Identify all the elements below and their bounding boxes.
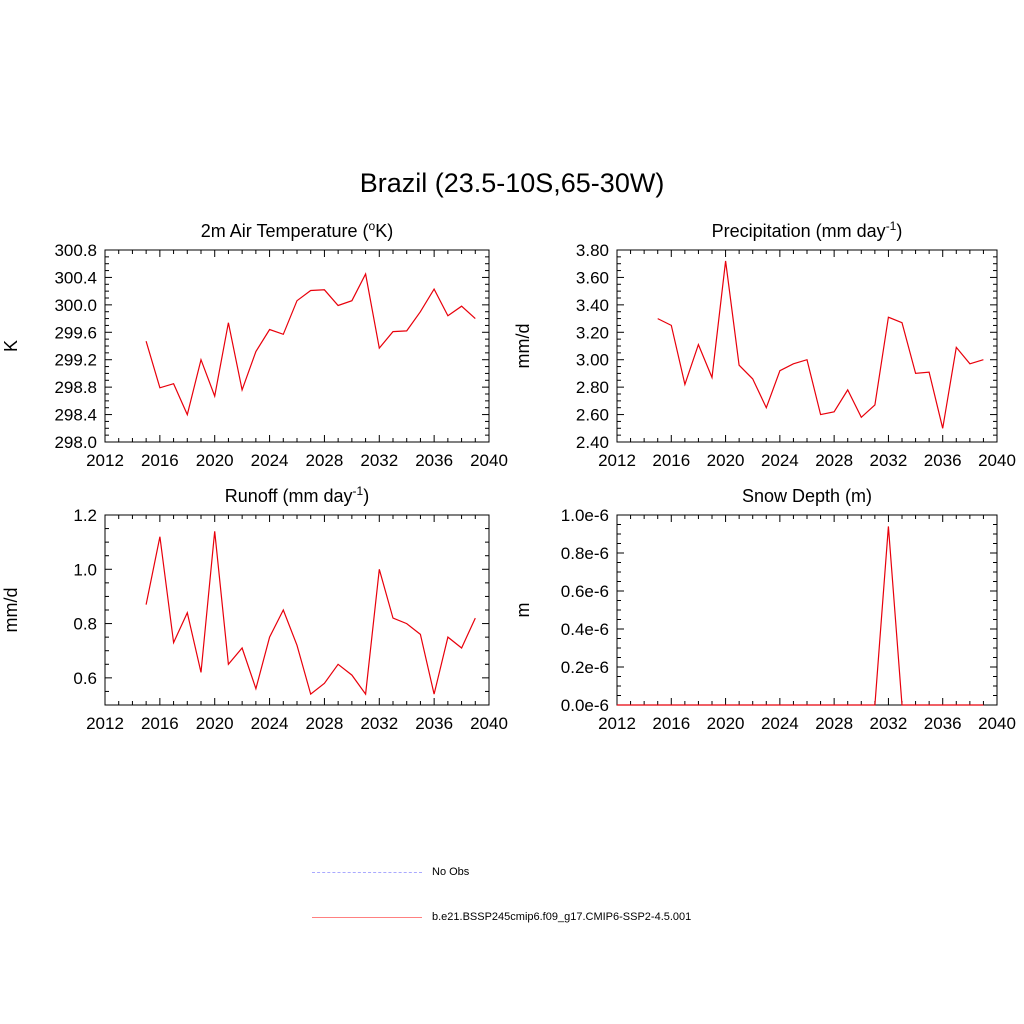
x-tick-label: 2024 bbox=[761, 451, 799, 470]
x-tick-label: 2028 bbox=[815, 714, 853, 733]
x-tick-label: 2040 bbox=[978, 451, 1016, 470]
legend-item-no-obs: No Obs bbox=[312, 866, 469, 878]
y-tick-label: 300.4 bbox=[54, 268, 97, 287]
y-tick-label: 0.6e-6 bbox=[561, 582, 609, 601]
x-tick-label: 2032 bbox=[870, 714, 908, 733]
series-line bbox=[657, 526, 984, 706]
y-tick-label: 3.00 bbox=[576, 351, 609, 370]
y-tick-label: 3.80 bbox=[576, 241, 609, 260]
x-tick-label: 2040 bbox=[470, 451, 508, 470]
y-tick-label: 3.20 bbox=[576, 323, 609, 342]
chart-panel-2: 2012 2016 2020 2024 2028 2032 2036 2040 2.40 2.60… bbox=[513, 219, 1016, 470]
chart-panel-3: 2012 2016 2020 2024 2028 2032 2036 2040 0.6 0.8 1.… bbox=[1, 484, 508, 733]
plot-frame bbox=[104, 514, 490, 706]
x-tick-label: 2020 bbox=[196, 451, 234, 470]
x-tick-label: 2020 bbox=[196, 714, 234, 733]
x-tick-label: 2032 bbox=[360, 451, 398, 470]
panel-title: 2m Air Temperature (oK) bbox=[201, 219, 393, 241]
x-tick-label: 2040 bbox=[978, 714, 1016, 733]
x-tick-label: 2036 bbox=[415, 714, 453, 733]
y-tick-label: 298.0 bbox=[54, 433, 97, 452]
figure-title: Brazil (23.5-10S,65-30W) bbox=[359, 168, 665, 198]
series-line bbox=[657, 260, 984, 429]
x-tick-label: 2036 bbox=[415, 451, 453, 470]
y-tick-label: 1.0e-6 bbox=[561, 506, 609, 525]
x-tick-label: 2028 bbox=[815, 451, 853, 470]
x-tick-label: 2016 bbox=[141, 714, 179, 733]
y-tick-label: 300.8 bbox=[54, 241, 97, 260]
x-tick-label: 2036 bbox=[924, 451, 962, 470]
x-tick-label: 2020 bbox=[707, 714, 745, 733]
legend-solid-swatch bbox=[312, 916, 422, 918]
legend-label-model-run: b.e21.BSSP245cmip6.f09_g17.CMIP6-SSP2-4.… bbox=[432, 911, 692, 923]
panel-title: Snow Depth (m) bbox=[742, 486, 872, 506]
y-axis-label: m bbox=[513, 603, 533, 618]
legend-dashed-swatch bbox=[312, 871, 422, 873]
x-tick-label: 2032 bbox=[360, 714, 398, 733]
y-tick-label: 0.6 bbox=[73, 669, 97, 688]
x-tick-label: 2016 bbox=[141, 451, 179, 470]
x-tick-label: 2012 bbox=[598, 714, 636, 733]
y-tick-label: 3.40 bbox=[576, 296, 609, 315]
x-tick-label: 2024 bbox=[251, 451, 289, 470]
series-line bbox=[145, 272, 476, 417]
x-tick-label: 2036 bbox=[924, 714, 962, 733]
x-tick-label: 2012 bbox=[598, 451, 636, 470]
x-tick-label: 2020 bbox=[707, 451, 745, 470]
plot-frame bbox=[104, 249, 490, 443]
x-tick-label: 2016 bbox=[652, 451, 690, 470]
plot-frame bbox=[616, 514, 998, 706]
chart-panel-4: 2012 2016 2020 2024 2028 2032 2036 2040 0.0e-6 0.… bbox=[513, 486, 1016, 733]
y-tick-label: 0.2e-6 bbox=[561, 658, 609, 677]
y-axis-label: mm/d bbox=[1, 588, 21, 633]
x-tick-label: 2016 bbox=[652, 714, 690, 733]
x-tick-label: 2012 bbox=[86, 451, 124, 470]
chart-panel-1: 2012 2016 2020 2024 2028 2032 2036 2040 298.0 298… bbox=[1, 219, 508, 470]
y-axis-label: mm/d bbox=[513, 324, 533, 369]
y-axis-label: K bbox=[1, 340, 21, 352]
y-tick-label: 0.0e-6 bbox=[561, 696, 609, 715]
y-tick-label: 2.60 bbox=[576, 406, 609, 425]
legend-item-model-run: b.e21.BSSP245cmip6.f09_g17.CMIP6-SSP2-4.… bbox=[312, 911, 691, 923]
y-tick-label: 299.6 bbox=[54, 323, 97, 342]
panel-title: Runoff (mm day-1) bbox=[225, 484, 369, 506]
y-tick-label: 0.8 bbox=[73, 615, 97, 634]
y-tick-label: 300.0 bbox=[54, 296, 97, 315]
x-tick-label: 2012 bbox=[86, 714, 124, 733]
plot-frame bbox=[616, 249, 998, 443]
x-tick-label: 2024 bbox=[251, 714, 289, 733]
x-tick-label: 2040 bbox=[470, 714, 508, 733]
x-tick-label: 2032 bbox=[870, 451, 908, 470]
x-tick-label: 2024 bbox=[761, 714, 799, 733]
x-tick-label: 2028 bbox=[306, 451, 344, 470]
y-tick-label: 2.80 bbox=[576, 378, 609, 397]
y-tick-label: 298.8 bbox=[54, 378, 97, 397]
series-line bbox=[145, 531, 476, 696]
y-tick-label: 1.0 bbox=[73, 560, 97, 579]
y-tick-label: 0.8e-6 bbox=[561, 544, 609, 563]
y-tick-label: 1.2 bbox=[73, 506, 97, 525]
y-tick-label: 3.60 bbox=[576, 268, 609, 287]
y-tick-label: 299.2 bbox=[54, 351, 97, 370]
legend-label-no-obs: No Obs bbox=[432, 866, 470, 878]
panel-title: Precipitation (mm day-1) bbox=[712, 219, 903, 241]
y-tick-label: 2.40 bbox=[576, 433, 609, 452]
y-tick-label: 298.4 bbox=[54, 406, 97, 425]
y-tick-label: 0.4e-6 bbox=[561, 620, 609, 639]
x-tick-label: 2028 bbox=[306, 714, 344, 733]
